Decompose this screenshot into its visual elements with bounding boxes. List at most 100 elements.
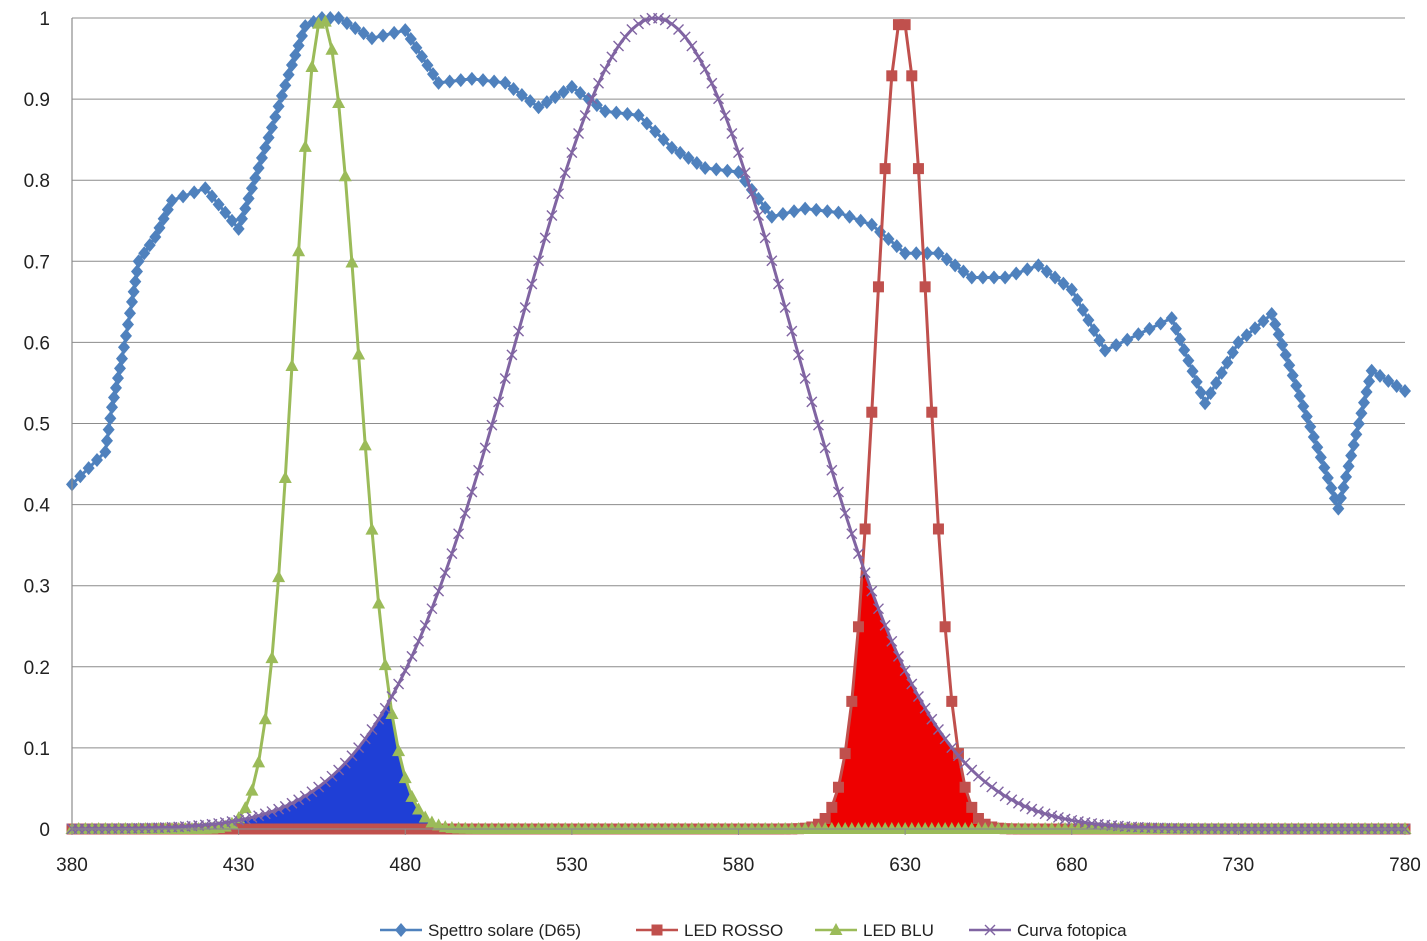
data-point [1052,811,1064,823]
data-point [357,26,370,41]
data-point [1178,343,1191,358]
data-point [1169,321,1182,336]
data-point [99,444,112,459]
data-point [1272,327,1285,342]
data-point [219,205,232,220]
data-point [104,411,117,426]
data-point [539,232,551,244]
data-point [1021,262,1034,277]
data-point [358,438,372,451]
data-point [105,400,118,415]
data-point [1334,491,1347,506]
data-point [378,658,392,671]
data-point [1040,264,1053,279]
data-point [246,811,258,823]
legend-item: Spettro solare (D65) [380,921,581,940]
data-point [765,209,778,224]
data-point [949,258,962,273]
data-point [372,596,386,609]
data-point [1390,378,1403,393]
data-point [799,372,811,384]
data-point [959,781,971,793]
data-point [258,712,272,725]
shaded-area-red [72,570,1405,830]
data-point [143,238,156,253]
data-point [852,621,864,633]
data-point [386,691,398,703]
data-point [100,433,113,448]
data-point [532,100,545,115]
data-point [513,325,525,337]
data-point [1026,803,1038,815]
data-point [306,786,318,798]
data-point [421,58,434,73]
x-tick-label: 530 [556,855,588,876]
data-point [1199,396,1212,411]
data-point [412,802,426,815]
data-point [939,733,951,745]
data-point [1065,282,1078,297]
data-point [199,181,212,196]
data-point [690,155,703,170]
data-point [121,317,134,332]
data-point [1350,427,1363,442]
data-point [1332,501,1345,516]
data-point [766,255,778,267]
data-point [699,63,711,75]
legend-marker [829,923,843,935]
data-point [586,93,598,105]
data-point [999,270,1012,285]
data-point [515,88,528,103]
data-point [686,40,698,52]
data-point [393,678,405,690]
data-point [123,306,136,321]
data-point [392,744,406,757]
data-point [919,702,931,714]
data-point [679,31,691,43]
data-point [239,813,251,825]
data-point [506,349,518,361]
data-point [410,40,423,55]
data-point [255,150,268,165]
data-point [1357,395,1370,410]
series-line [72,23,1405,831]
data-point [102,422,115,437]
data-point [792,349,804,361]
data-point [1347,438,1360,453]
data-point [540,95,553,110]
data-point [238,801,252,814]
data-point [899,19,911,31]
data-point [632,108,645,123]
data-point [846,695,858,707]
data-point [899,246,912,261]
data-point [666,18,678,30]
data-point [479,442,491,454]
data-point [753,209,764,221]
data-point [1066,814,1078,826]
data-point [332,11,345,25]
data-point [524,94,537,109]
data-point [957,264,970,279]
data-point [404,31,417,46]
data-point [1265,307,1278,322]
data-point [418,810,432,823]
data-point [111,371,124,386]
data-point [613,40,625,52]
data-point [119,328,132,343]
data-point [332,96,346,109]
data-point [388,25,401,40]
data-point [906,678,918,690]
legend-label: Curva fotopica [1017,921,1127,940]
data-point [806,396,818,408]
data-point [1293,388,1306,403]
legend-item: LED ROSSO [636,921,783,940]
data-point [488,74,501,89]
data-point [272,570,286,583]
data-point [125,294,138,309]
data-point [1297,399,1310,414]
data-point [892,650,904,662]
data-point [278,470,292,483]
data-point [1019,800,1031,812]
data-point [839,507,851,519]
data-point [719,109,731,121]
